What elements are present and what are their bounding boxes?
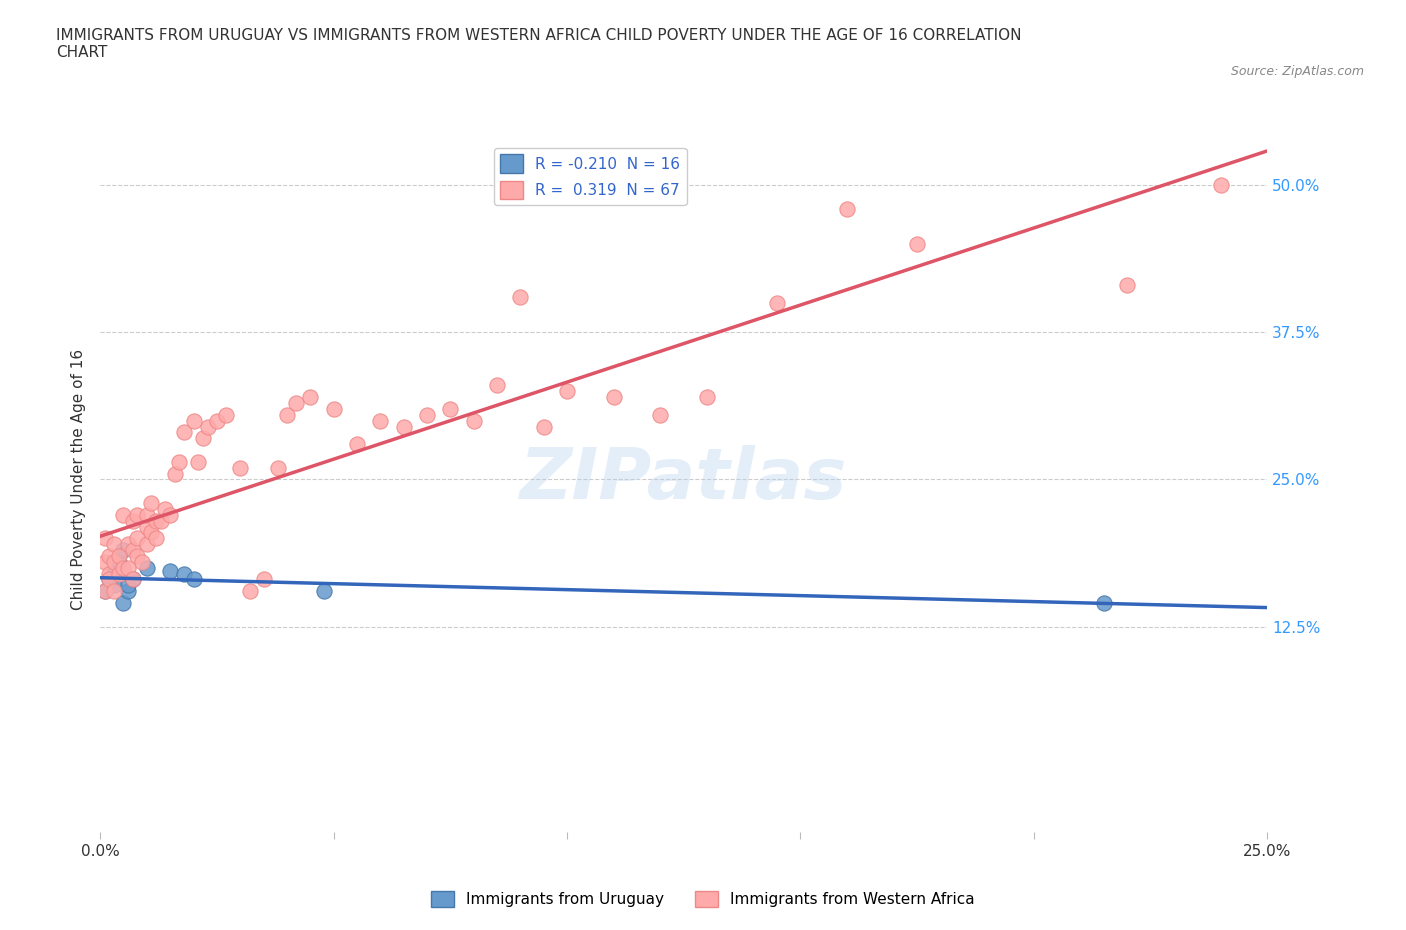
Point bbox=[112, 542, 135, 557]
Point bbox=[121, 542, 143, 557]
Point bbox=[94, 584, 117, 599]
Point bbox=[117, 584, 139, 599]
Text: ZIPatlas: ZIPatlas bbox=[520, 445, 848, 514]
Point bbox=[94, 531, 117, 546]
Point bbox=[103, 537, 125, 551]
Point bbox=[1092, 595, 1115, 610]
Point bbox=[392, 419, 415, 434]
Point bbox=[439, 402, 461, 417]
Point bbox=[696, 390, 718, 405]
Point bbox=[107, 549, 129, 564]
Point bbox=[766, 296, 789, 311]
Point bbox=[145, 531, 167, 546]
Point bbox=[117, 537, 139, 551]
Point bbox=[117, 560, 139, 575]
Point bbox=[103, 554, 125, 569]
Point bbox=[131, 554, 153, 569]
Point bbox=[173, 566, 195, 581]
Point bbox=[191, 431, 214, 445]
Point bbox=[112, 595, 135, 610]
Point bbox=[905, 237, 928, 252]
Point bbox=[98, 572, 121, 587]
Point bbox=[145, 513, 167, 528]
Point bbox=[1116, 278, 1139, 293]
Y-axis label: Child Poverty Under the Age of 16: Child Poverty Under the Age of 16 bbox=[72, 349, 86, 610]
Point bbox=[94, 554, 117, 569]
Point bbox=[173, 425, 195, 440]
Point bbox=[141, 525, 163, 540]
Text: IMMIGRANTS FROM URUGUAY VS IMMIGRANTS FROM WESTERN AFRICA CHILD POVERTY UNDER TH: IMMIGRANTS FROM URUGUAY VS IMMIGRANTS FR… bbox=[56, 28, 1022, 60]
Point bbox=[159, 508, 181, 523]
Point bbox=[98, 549, 121, 564]
Point bbox=[509, 290, 531, 305]
Point bbox=[276, 407, 298, 422]
Point bbox=[107, 554, 129, 569]
Point bbox=[163, 466, 186, 481]
Point bbox=[159, 564, 181, 578]
Point bbox=[127, 508, 149, 523]
Point bbox=[346, 437, 368, 452]
Point bbox=[98, 566, 121, 581]
Point bbox=[205, 413, 228, 428]
Point bbox=[285, 395, 308, 410]
Point bbox=[183, 413, 205, 428]
Point bbox=[127, 531, 149, 546]
Point bbox=[650, 407, 672, 422]
Point bbox=[103, 566, 125, 581]
Point bbox=[135, 560, 157, 575]
Text: Source: ZipAtlas.com: Source: ZipAtlas.com bbox=[1230, 65, 1364, 78]
Point bbox=[112, 508, 135, 523]
Point bbox=[299, 390, 322, 405]
Point bbox=[121, 572, 143, 587]
Point bbox=[322, 402, 344, 417]
Point bbox=[266, 460, 288, 475]
Point bbox=[463, 413, 485, 428]
Point bbox=[141, 496, 163, 511]
Point bbox=[135, 519, 157, 534]
Point bbox=[155, 501, 177, 516]
Point bbox=[98, 572, 121, 587]
Point bbox=[229, 460, 252, 475]
Point bbox=[837, 202, 859, 217]
Point bbox=[135, 537, 157, 551]
Point bbox=[94, 584, 117, 599]
Point bbox=[103, 584, 125, 599]
Point bbox=[416, 407, 439, 422]
Point bbox=[112, 560, 135, 575]
Legend: R = -0.210  N = 16, R =  0.319  N = 67: R = -0.210 N = 16, R = 0.319 N = 67 bbox=[494, 149, 686, 206]
Point bbox=[368, 413, 391, 428]
Point bbox=[197, 419, 219, 434]
Point bbox=[485, 378, 508, 392]
Legend: Immigrants from Uruguay, Immigrants from Western Africa: Immigrants from Uruguay, Immigrants from… bbox=[425, 884, 981, 913]
Point bbox=[149, 513, 172, 528]
Point bbox=[215, 407, 238, 422]
Point bbox=[135, 508, 157, 523]
Point bbox=[1209, 178, 1232, 193]
Point bbox=[103, 578, 125, 592]
Point bbox=[238, 584, 260, 599]
Point bbox=[117, 578, 139, 592]
Point bbox=[121, 513, 143, 528]
Point bbox=[127, 549, 149, 564]
Point bbox=[183, 572, 205, 587]
Point bbox=[169, 455, 191, 470]
Point bbox=[555, 384, 578, 399]
Point bbox=[121, 572, 143, 587]
Point bbox=[187, 455, 209, 470]
Point bbox=[602, 390, 624, 405]
Point bbox=[107, 566, 129, 581]
Point bbox=[314, 584, 336, 599]
Point bbox=[252, 572, 274, 587]
Point bbox=[533, 419, 555, 434]
